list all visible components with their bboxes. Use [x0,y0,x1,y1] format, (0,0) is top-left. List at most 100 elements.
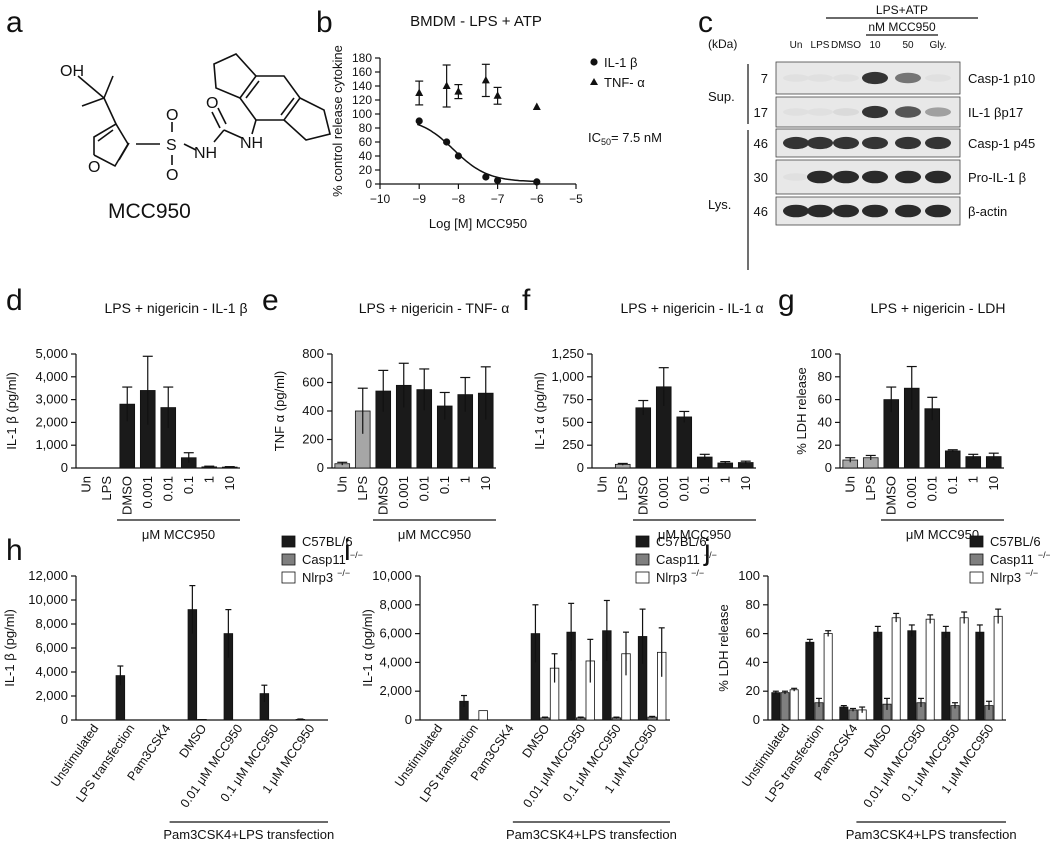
y-tick-label: 100 [810,346,832,361]
legend-label: Nlrp3 −/− [990,568,1038,585]
blot-marker: 46 [754,204,768,219]
y-tick-label: 2,000 [379,683,412,698]
y-tick-label: 5,000 [35,346,68,361]
y-axis-label: TNF α (pg/ml) [272,371,287,451]
blot-band [895,204,921,218]
bond-c-nh2 [223,129,243,139]
blot-band [862,204,888,218]
chart-title: LPS + nigericin - IL-1 β [104,300,247,316]
blot-lane-label: LPS [811,40,830,51]
chart-title: BMDM - LPS + ATP [410,13,542,30]
group-label: μM MCC950 [142,527,215,542]
bond-double-2 [97,129,114,142]
bar [780,692,790,721]
blot-band [783,108,809,116]
x-tick-label: LPS [863,476,878,501]
blot-band [783,136,809,150]
bar [805,641,815,721]
bond-benzene-inner-2 [280,97,295,116]
bar [771,692,781,721]
chart-grouped-il1a: 0 2,000 4,000 6,000 8,000 10,000 IL-1 α (pg/ml… [360,534,717,842]
x-tick-label: LPS [615,476,630,501]
bond-nh2-ring [251,119,257,135]
blot-row-label: β-actin [968,204,1007,219]
bond-double-1 [118,142,130,161]
legend-swatch [281,571,296,584]
x-tick-label: DMSO [883,476,898,515]
blot-kda-label: (kDa) [708,37,737,51]
legend-swatch [281,553,296,566]
x-tick-label: 10 [738,476,753,490]
x-tick-label: Un [78,476,93,493]
bond-methyl-1 [81,97,105,107]
bond-methyl-2 [103,75,114,99]
panel-letter-e: e [262,284,279,317]
blot-group-lys: Lys. [708,197,731,212]
x-tick-label: LPS [355,476,370,501]
bar [993,615,1003,721]
y-tick-label: 4,000 [379,654,412,669]
group-label: Pam3CSK4+LPS transfection [163,827,334,842]
x-tick-label: LPS [99,476,114,501]
y-tick-label: 600 [302,375,324,390]
y-tick-label: 40 [746,654,760,669]
blot-band [783,173,809,181]
bar [635,407,652,469]
blot-lane-label: Gly. [929,40,946,51]
y-tick-label: 500 [562,414,584,429]
legend-label: Nlrp3 −/− [656,568,704,585]
bar [925,618,935,721]
y-tick-label: 2,000 [35,688,68,703]
blot-rows: 7 Casp-1 p10 17 IL-1 βp17 46 Casp-1 p45 30 Pro-… [754,61,1035,226]
y-tick-label: 750 [562,392,584,407]
blot-row-label: IL-1 βp17 [968,105,1023,120]
y-tick-label: 20 [359,163,373,177]
bond-ring-1 [93,122,129,168]
bar [789,689,799,721]
y-tick-label: 160 [352,65,372,79]
x-tick-label: 0.1 [181,476,196,494]
y-tick-label: 80 [746,597,760,612]
y-tick-label: 10,000 [28,592,68,607]
blot-band [833,170,859,184]
bar [823,633,833,721]
y-tick-label: 0 [61,712,68,727]
blot-lane-label: 10 [869,40,881,51]
blot-marker: 17 [754,105,768,120]
blot-band [833,136,859,150]
blot-lane-label: DMSO [831,40,861,51]
y-tick-label: 0 [577,460,584,475]
bond-cyclopentane-1 [213,53,257,99]
bar [478,710,488,721]
mcc950-structure: OH O S O O O NH NH [60,53,331,184]
y-tick-label: 1,000 [35,437,68,452]
x-tick-label: −6 [530,192,544,206]
group-label: Pam3CSK4+LPS transfection [846,827,1017,842]
legend-label: Casp11 −/− [302,550,363,567]
group-label: μM MCC950 [906,527,979,542]
x-tick-label: −7 [491,192,505,206]
legend-label: C57BL/6 [656,534,707,549]
data-point [482,173,490,181]
x-tick-label: 0.001 [396,476,411,509]
legend-label: TNF- α [604,75,645,90]
data-point [443,138,451,146]
blot-band [783,74,809,82]
y-axis-label: % LDH release [716,604,731,691]
chart-title: LPS + nigericin - IL-1 α [620,300,763,316]
y-tick-label: 8,000 [35,616,68,631]
y-tick-label: 2,000 [35,414,68,429]
blot-marker: 46 [754,136,768,151]
y-tick-label: 4,000 [35,664,68,679]
bond-s-nh [183,143,197,151]
data-point [481,75,490,84]
blot-band [807,108,833,116]
blot-band [862,136,888,150]
y-tick-label: 60 [746,626,760,641]
bond-nh-c [213,129,225,143]
legend-label: C57BL/6 [990,534,1041,549]
y-tick-label: 100 [738,568,760,583]
y-tick-label: 60 [359,135,373,149]
ic50-annotation: IC50= 7.5 nM [588,130,662,147]
